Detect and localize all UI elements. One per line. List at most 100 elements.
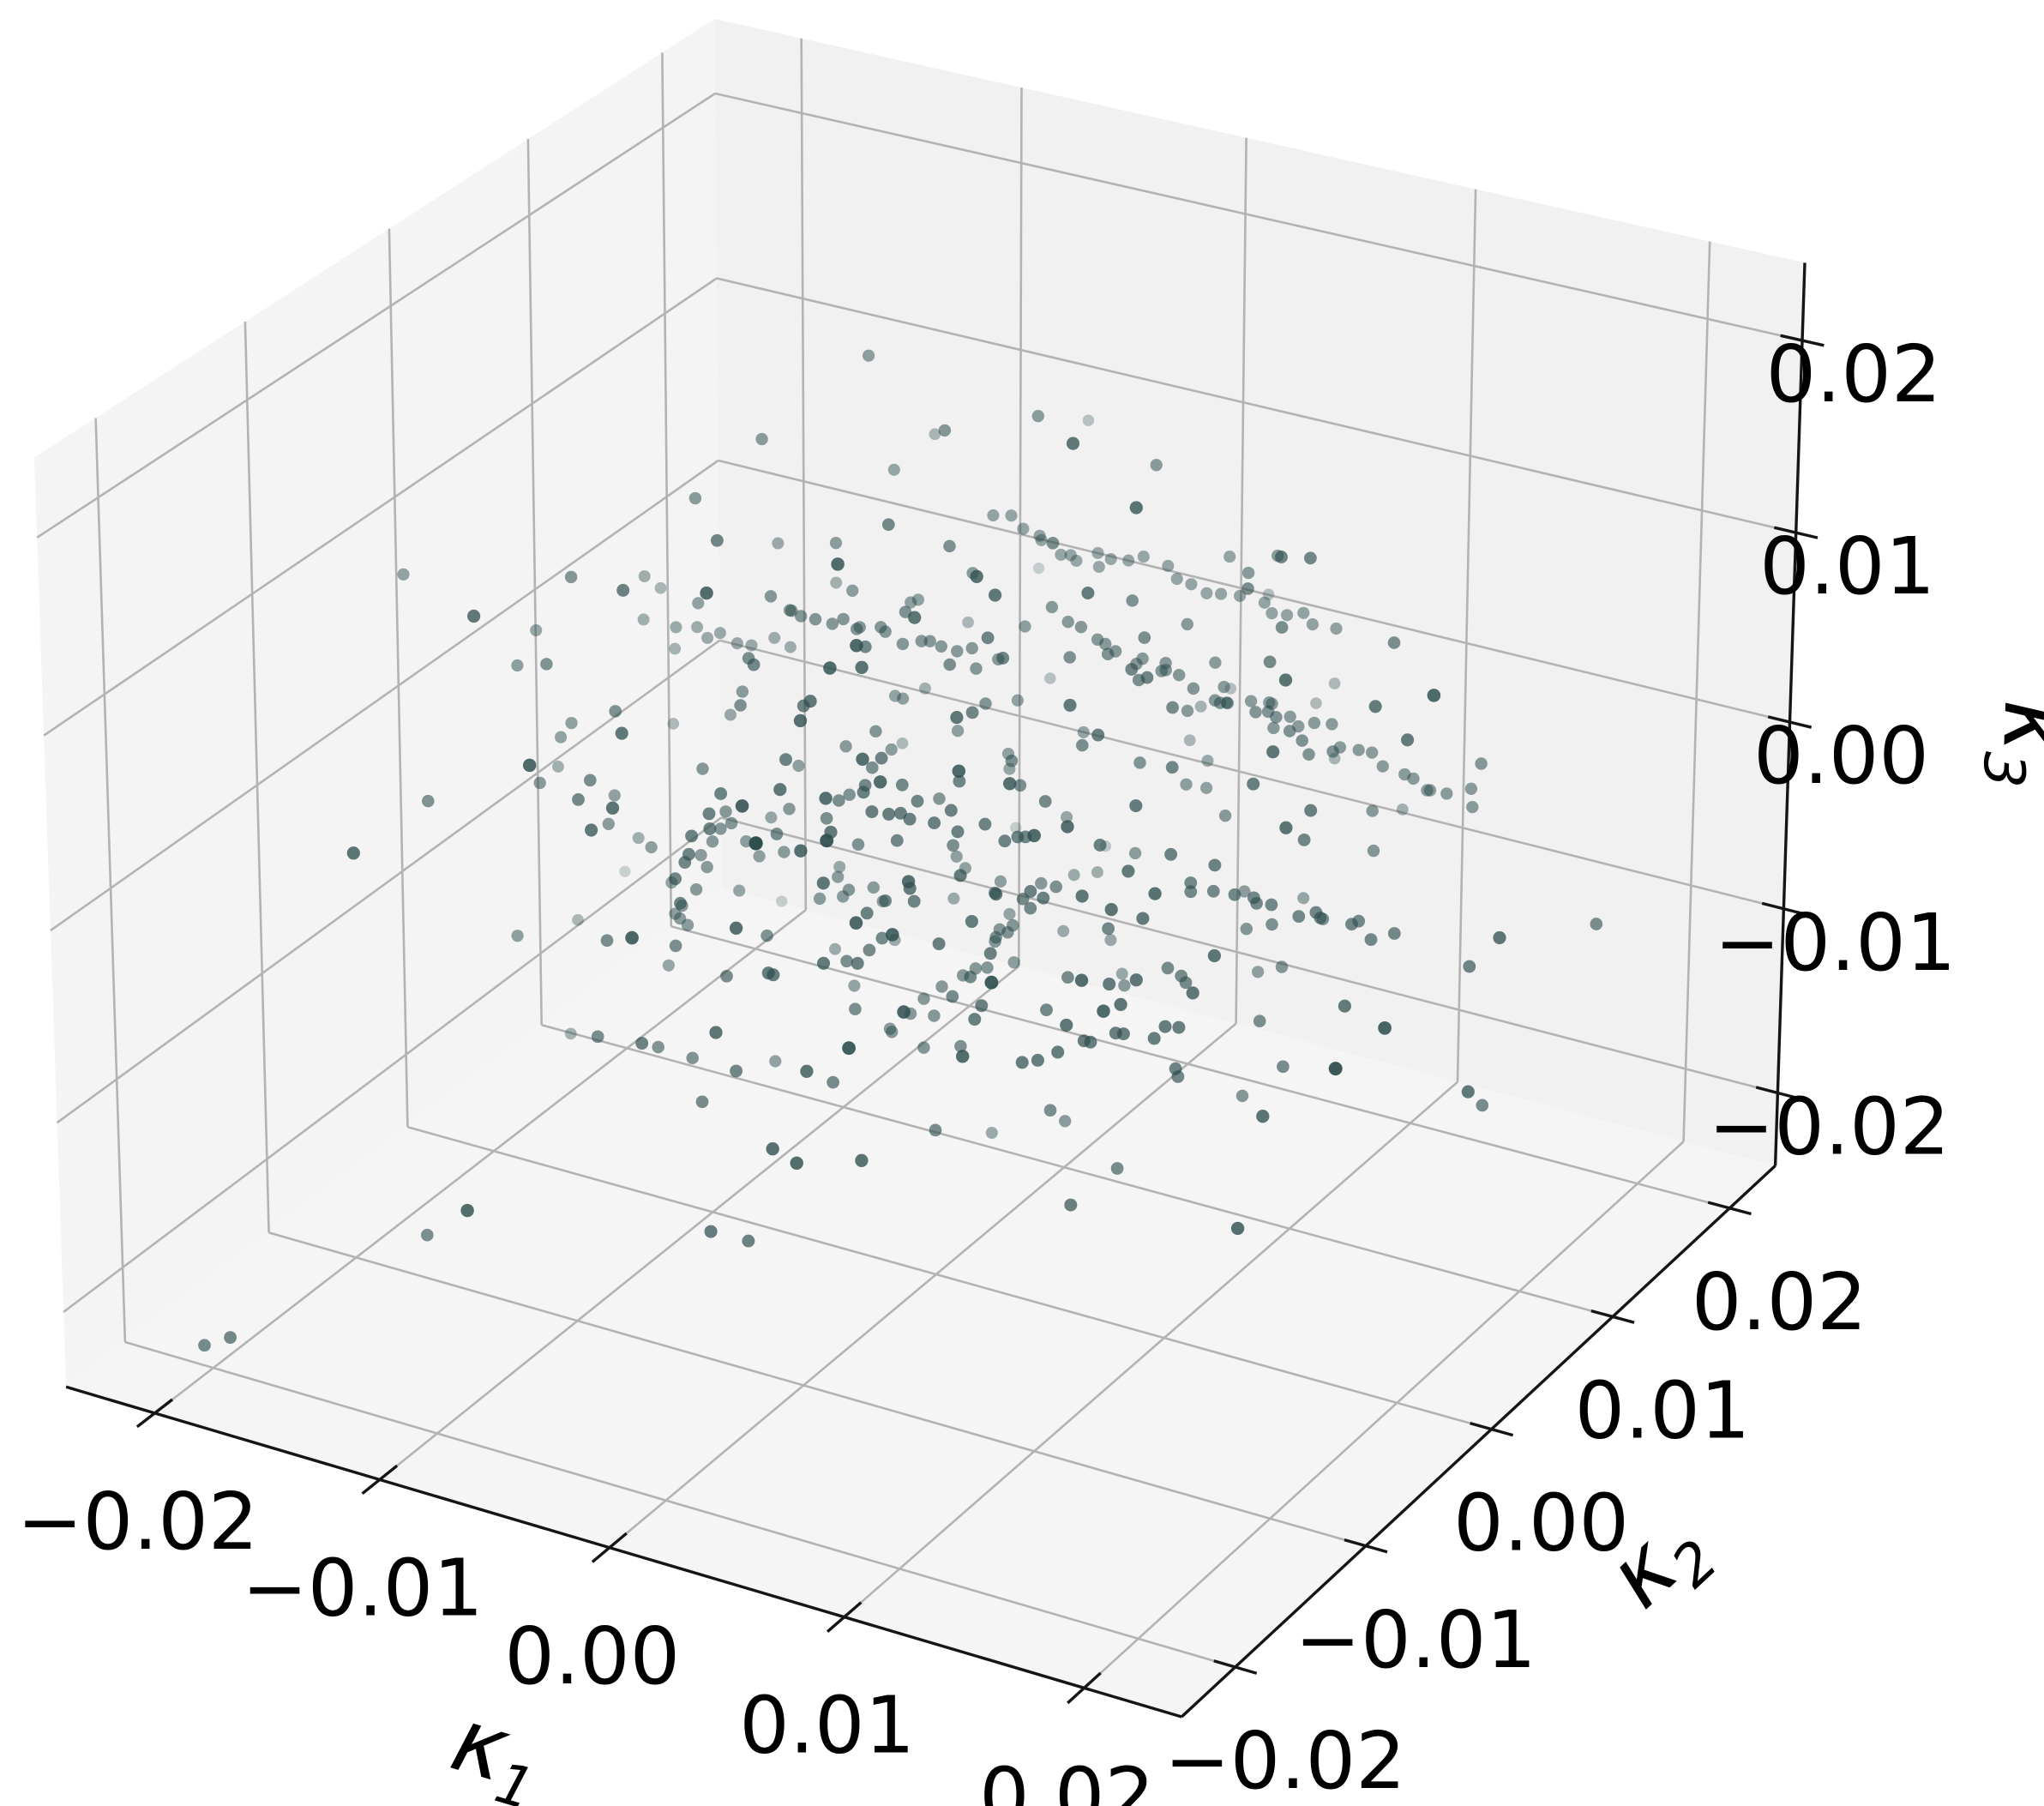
scatter-point bbox=[1309, 906, 1323, 919]
scatter-point bbox=[1074, 621, 1088, 634]
scatter-point bbox=[1475, 757, 1488, 770]
scatter-point bbox=[638, 570, 651, 582]
scatter-point bbox=[935, 640, 948, 653]
scatter-point bbox=[919, 682, 931, 695]
grid-line bbox=[843, 1081, 1458, 1618]
scatter-point bbox=[1461, 1085, 1475, 1099]
scatter-point bbox=[768, 631, 781, 644]
scatter-point bbox=[682, 847, 695, 861]
scatter-point bbox=[887, 463, 900, 476]
x-tick-mark bbox=[135, 1398, 174, 1429]
scatter-point bbox=[869, 725, 882, 738]
scatter-point bbox=[950, 850, 963, 863]
scatter-point bbox=[1493, 930, 1506, 945]
scatter-point bbox=[1005, 509, 1018, 522]
scatter-point bbox=[1267, 721, 1280, 735]
scatter-point bbox=[955, 1050, 970, 1063]
scatter-point bbox=[625, 930, 639, 945]
scatter-point bbox=[1466, 800, 1479, 814]
scatter-point bbox=[1387, 927, 1401, 940]
scatter-point bbox=[1126, 594, 1139, 607]
scatter-point bbox=[564, 570, 578, 584]
scatter-point bbox=[1118, 979, 1131, 992]
scatter-point bbox=[1165, 761, 1179, 774]
grid-line bbox=[714, 92, 1803, 342]
scatter-point bbox=[1234, 589, 1247, 602]
scatter-point bbox=[987, 509, 1000, 522]
scatter-point bbox=[1464, 782, 1478, 795]
scatter-point bbox=[1150, 459, 1163, 472]
scatter-point bbox=[1366, 804, 1379, 817]
scatter-point bbox=[1161, 961, 1175, 975]
scatter-point bbox=[1138, 631, 1151, 644]
scatter-point bbox=[1463, 960, 1476, 973]
scatter-point bbox=[583, 774, 597, 787]
pane-left bbox=[34, 19, 722, 1388]
scatter-point bbox=[917, 992, 930, 1005]
scatter-point bbox=[1166, 701, 1179, 714]
x-tick-label: −0.02 bbox=[17, 1476, 259, 1568]
scatter-point bbox=[1063, 651, 1076, 664]
scatter-point bbox=[1066, 436, 1080, 450]
scatter-point bbox=[873, 775, 887, 789]
scatter-point bbox=[748, 836, 763, 851]
scatter-point bbox=[827, 1075, 839, 1089]
scatter-point bbox=[790, 1156, 803, 1171]
scatter-point bbox=[831, 557, 845, 571]
x-tick-label: 0.01 bbox=[739, 1680, 915, 1772]
scatter-point bbox=[965, 706, 979, 719]
scatter-point bbox=[1037, 891, 1050, 905]
scatter-point bbox=[615, 726, 628, 740]
grid-line bbox=[1018, 87, 1023, 966]
scatter-point bbox=[855, 1153, 869, 1167]
pane-floor bbox=[66, 888, 1776, 1717]
scatter-point bbox=[1247, 891, 1260, 905]
scatter-point bbox=[1045, 600, 1059, 614]
scatter-point bbox=[735, 799, 749, 813]
grid-line bbox=[1235, 137, 1247, 1024]
scatter-point bbox=[1064, 1198, 1078, 1212]
scatter-point bbox=[1208, 858, 1222, 872]
scatter-point bbox=[691, 621, 704, 634]
y-tick-mark bbox=[1213, 1659, 1258, 1675]
scatter-point bbox=[714, 787, 728, 800]
scatter-point bbox=[685, 829, 699, 843]
scatter-point bbox=[1240, 922, 1253, 936]
scatter-point bbox=[709, 1026, 723, 1039]
scatter-point bbox=[1015, 1056, 1029, 1069]
scatter-point bbox=[1010, 822, 1022, 834]
grid-line bbox=[1682, 241, 1711, 1142]
scatter-point bbox=[907, 894, 921, 908]
scatter-point bbox=[1440, 787, 1453, 800]
scatter-point bbox=[667, 718, 680, 730]
scatter-point bbox=[1183, 734, 1196, 747]
scatter-point bbox=[1186, 986, 1199, 1000]
scatter-point bbox=[724, 708, 737, 721]
scatter-point bbox=[1396, 803, 1409, 816]
scatter-point bbox=[915, 635, 929, 647]
scatter-point bbox=[784, 641, 797, 653]
scatter-point bbox=[1075, 889, 1089, 903]
scatter-point bbox=[1097, 1004, 1110, 1018]
y-tick-label: −0.01 bbox=[1295, 1594, 1536, 1686]
scatter-point bbox=[842, 883, 856, 896]
scatter-point bbox=[850, 639, 863, 653]
scatter-point bbox=[1013, 779, 1027, 792]
scatter-point bbox=[981, 631, 995, 645]
scatter-point bbox=[1024, 901, 1037, 915]
scatter-point bbox=[1238, 885, 1251, 898]
scatter-point bbox=[928, 1009, 941, 1022]
scatter-point bbox=[706, 835, 719, 848]
scatter-point bbox=[704, 1225, 718, 1238]
scatter-point bbox=[511, 659, 524, 672]
scatter-point bbox=[1104, 902, 1118, 917]
scatter-point bbox=[1387, 636, 1401, 649]
scatter-point bbox=[1104, 552, 1117, 566]
scatter-point bbox=[600, 934, 614, 948]
scatter-point bbox=[1070, 554, 1083, 567]
scatter-point bbox=[662, 959, 675, 972]
scatter-point bbox=[1206, 884, 1220, 898]
scatter-point bbox=[975, 999, 989, 1013]
grid-line bbox=[541, 1023, 1614, 1318]
z-axis-label-sub: 3 bbox=[1970, 750, 2037, 789]
